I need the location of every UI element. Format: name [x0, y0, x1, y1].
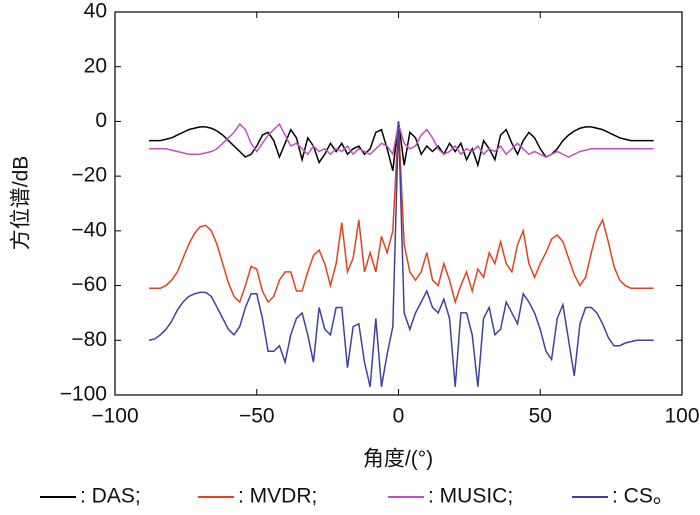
y-tick-label: −60	[71, 273, 107, 296]
legend-label: : CS。	[612, 485, 674, 508]
x-tick-label: 100	[664, 405, 699, 428]
y-tick-label: 40	[84, 0, 107, 23]
x-tick-label: 0	[393, 405, 405, 428]
x-tick-label: −100	[91, 405, 138, 428]
series-line	[149, 122, 654, 158]
legend-label: : MUSIC;	[428, 485, 513, 508]
legend-label: : MVDR;	[238, 485, 317, 508]
legend-label: : DAS;	[80, 485, 141, 508]
y-tick-label: −40	[71, 218, 107, 241]
x-tick-label: 50	[529, 405, 552, 428]
y-tick-label: 0	[95, 109, 107, 132]
series-line	[149, 121, 654, 171]
x-axis-label: 角度/(°)	[363, 448, 433, 471]
y-tick-label: −20	[71, 164, 107, 187]
y-tick-label: 20	[84, 54, 107, 77]
y-axis-label: 方位谱/dB	[10, 156, 33, 251]
series-line	[148, 121, 654, 387]
plot-frame	[114, 11, 683, 396]
y-tick-label: −80	[71, 328, 107, 351]
x-tick-label: −50	[239, 405, 275, 428]
y-tick-label: −100	[60, 383, 107, 406]
series-line	[149, 121, 654, 305]
